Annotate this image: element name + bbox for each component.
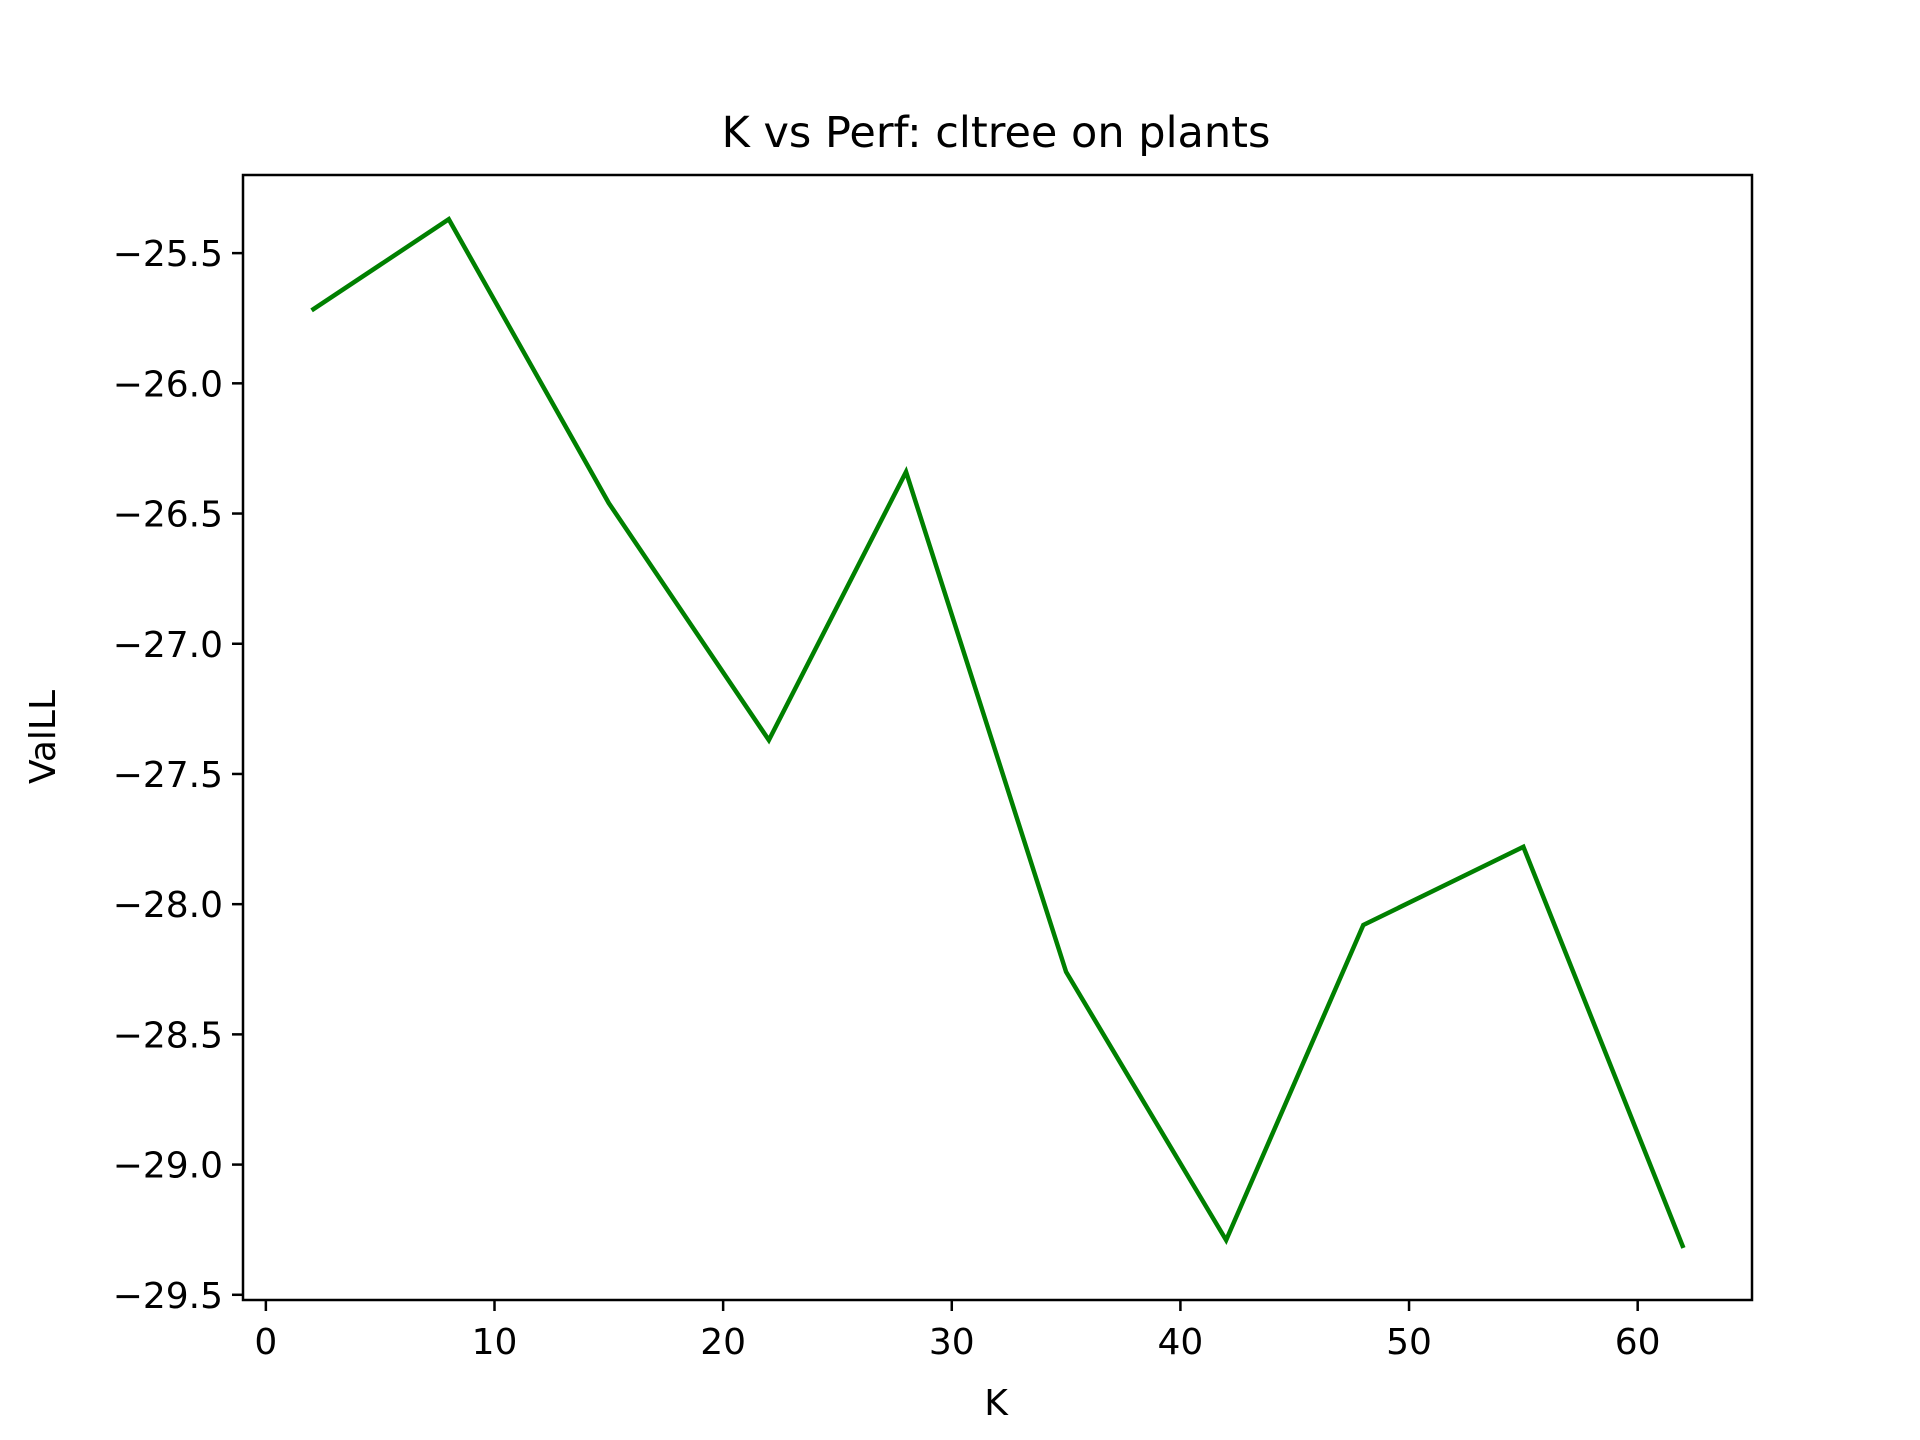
y-tick-label: −27.5 — [113, 755, 223, 796]
y-tick-label: −26.5 — [113, 495, 223, 536]
y-tick-label: −25.5 — [113, 234, 223, 275]
plot-area: 0 10 20 30 40 50 60 −25.5 −26.0 −26.5 −27.0 −27.5 −2… — [113, 173, 1754, 1363]
y-tick-label: −27.0 — [113, 625, 223, 666]
x-tick-label: 10 — [472, 1322, 518, 1363]
y-tick-label: −28.5 — [113, 1015, 223, 1056]
y-tick-label: −29.0 — [113, 1146, 223, 1187]
series-line-0 — [310, 216, 1686, 1249]
x-tick-label: 60 — [1615, 1322, 1661, 1363]
x-tick-label: 30 — [929, 1322, 975, 1363]
plot-frame — [241, 173, 1754, 1302]
y-tick-label: −29.5 — [113, 1276, 223, 1317]
x-tick-label: 20 — [700, 1322, 746, 1363]
x-tick-label: 40 — [1158, 1322, 1204, 1363]
x-tick-label: 0 — [254, 1322, 277, 1363]
x-axis-title: K — [984, 1383, 1009, 1424]
y-tick-label: −28.0 — [113, 885, 223, 926]
chart-title: K vs Perf: cltree on plants — [722, 108, 1271, 158]
x-tick-label: 50 — [1386, 1322, 1432, 1363]
y-axis-title: ValLL — [23, 690, 64, 784]
y-tick-label: −26.0 — [113, 364, 223, 405]
